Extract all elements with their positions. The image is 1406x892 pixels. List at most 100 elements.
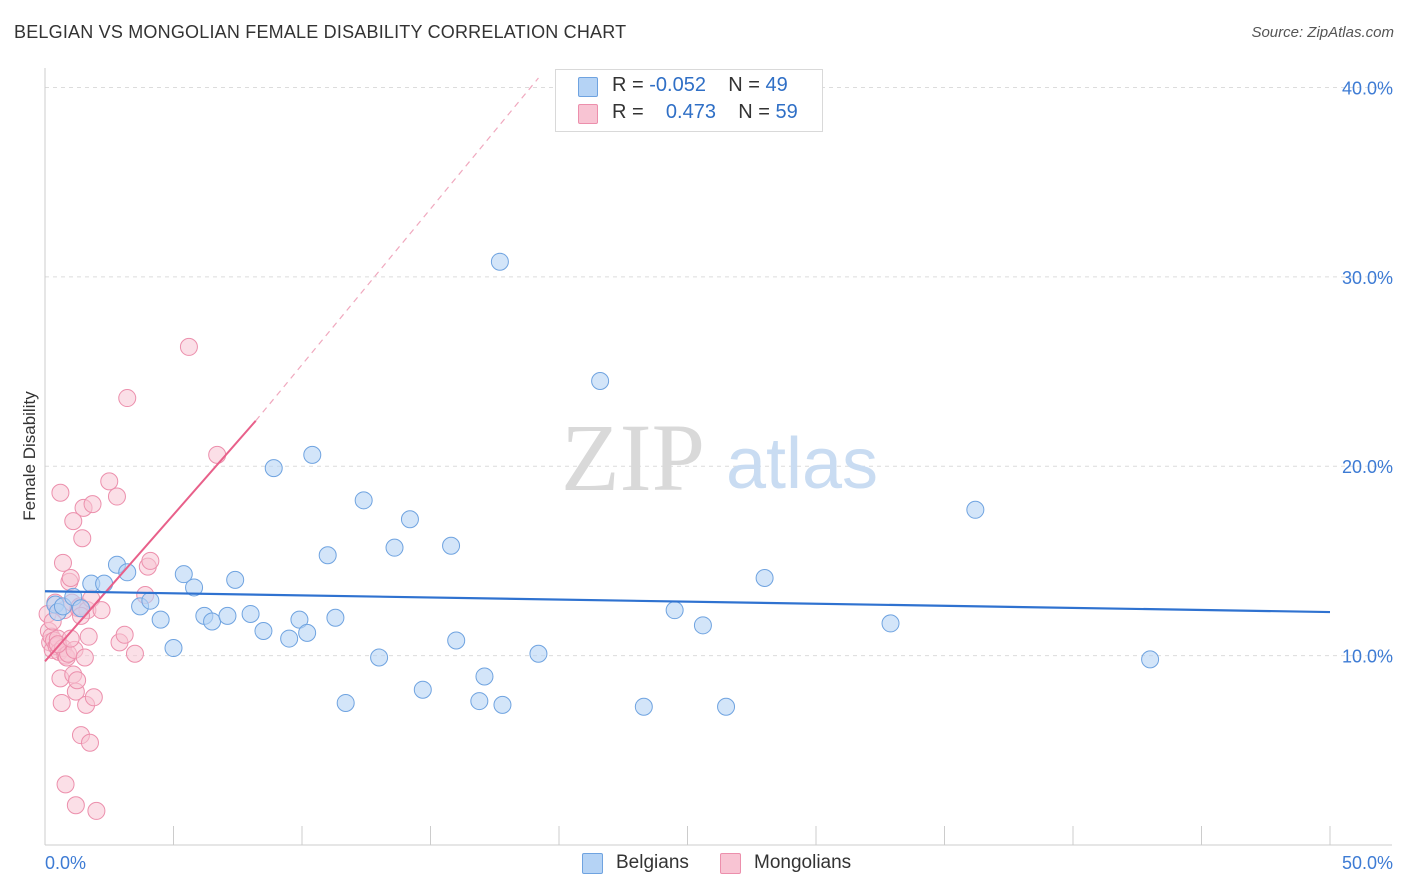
belgian-point (966, 500, 985, 519)
belgian-point (475, 667, 494, 686)
mongolian-point (141, 551, 160, 570)
legend-box: R = -0.052 N = 49 R = 0.473 N = 59 (555, 69, 823, 132)
belgian-point (881, 614, 900, 633)
y-tick-label: 30.0% (1342, 268, 1393, 288)
belgian-point (591, 372, 610, 391)
legend-r-label: R = (612, 101, 644, 123)
mongolian-point (80, 733, 99, 752)
mongolian-point (100, 472, 119, 491)
belgian-point (203, 612, 222, 631)
legend-r-label: R = (612, 74, 644, 96)
belgian-point (385, 538, 404, 557)
belgian-point (298, 623, 317, 642)
belgian-point (141, 591, 160, 610)
belgian-point (634, 697, 653, 716)
belgian-point (470, 692, 489, 711)
y-tick-label: 10.0% (1342, 647, 1393, 667)
mongolian-point (84, 688, 103, 707)
mongolian-point (53, 553, 72, 572)
belgian-point (218, 606, 237, 625)
belgian-point (493, 695, 512, 714)
axes (44, 68, 1392, 846)
belgian-point (241, 604, 260, 623)
legend-n-label: N = (728, 74, 760, 96)
belgian-point (118, 563, 137, 582)
legend-r-value: 0.473 (665, 101, 716, 123)
mongolian-point (61, 629, 80, 648)
mongolian-point (208, 445, 227, 464)
legend-label-mongolians: Mongolians (754, 852, 852, 873)
y-axis-label: Female Disability (20, 391, 39, 521)
watermark-zip: ZIP (561, 404, 705, 511)
mongolian-swatch (720, 853, 741, 874)
belgian-point (665, 601, 684, 620)
belgian-point (71, 599, 90, 618)
mongolian-point (64, 512, 83, 531)
belgian-points (46, 252, 1160, 716)
belgian-point (447, 631, 466, 650)
belgian-point (442, 536, 461, 555)
belgian-point (280, 629, 299, 648)
belgian-point (336, 693, 355, 712)
x-tick-label: 50.0% (1342, 853, 1393, 873)
belgian-point (254, 621, 273, 640)
mongolian-trend-extension (255, 77, 539, 422)
belgian-point (693, 616, 712, 635)
mongolian-point (61, 568, 80, 587)
belgian-point (413, 680, 432, 699)
mongolian-point (51, 483, 70, 502)
x-tick-label: 0.0% (45, 853, 86, 873)
belgian-point (164, 639, 183, 658)
y-tick-label: 20.0% (1342, 457, 1393, 477)
belgian-point (490, 252, 509, 271)
belgian-point (1141, 650, 1160, 669)
legend-label-belgians: Belgians (616, 852, 689, 873)
mongolian-point (68, 671, 87, 690)
mongolian-point (73, 529, 92, 548)
belgian-point (400, 510, 419, 529)
belgian-point (151, 610, 170, 629)
belgian-point (226, 570, 245, 589)
belgian-point (318, 546, 337, 565)
belgian-point (303, 445, 322, 464)
belgian-point (174, 565, 193, 584)
belgian-point (185, 578, 204, 597)
belgian-point (264, 459, 283, 478)
mongolian-point (83, 495, 102, 514)
belgian-point (95, 574, 114, 593)
belgian-point (370, 648, 389, 667)
watermark: ZIP atlas (561, 404, 878, 511)
belgian-point (354, 491, 373, 510)
mongolian-point (115, 625, 134, 644)
legend-r-value: -0.052 (649, 74, 706, 96)
legend-n-value: 59 (775, 101, 798, 123)
mongolian-point (179, 337, 198, 356)
belgian-point (717, 697, 736, 716)
mongolian-point (107, 487, 126, 506)
mongolian-trend-line (44, 420, 257, 662)
belgian-swatch (578, 77, 598, 97)
tick-labels: 10.0% 20.0% 30.0% 40.0% 0.0% 50.0% (45, 78, 1393, 873)
chart-title: BELGIAN VS MONGOLIAN FEMALE DISABILITY C… (14, 22, 627, 42)
y-tick-label: 40.0% (1342, 78, 1393, 98)
mongolian-point (52, 693, 71, 712)
belgian-trend-line (44, 590, 1331, 614)
belgian-point (326, 608, 345, 627)
watermark-atlas: atlas (726, 424, 878, 504)
mongolian-swatch (578, 104, 598, 124)
mongolian-point (79, 627, 98, 646)
mongolian-point (75, 648, 94, 667)
trend-lines (44, 77, 1331, 662)
legend-n-value: 49 (765, 74, 788, 96)
mongolian-point (56, 775, 75, 794)
mongolian-point (66, 796, 85, 815)
belgian-point (755, 568, 774, 587)
mongolian-point (87, 801, 106, 820)
mongolian-point (125, 644, 144, 663)
belgian-point (290, 610, 309, 629)
belgian-point (529, 644, 548, 663)
gridlines (45, 86, 1392, 657)
belgian-swatch (582, 853, 603, 874)
mongolian-point (118, 389, 137, 408)
